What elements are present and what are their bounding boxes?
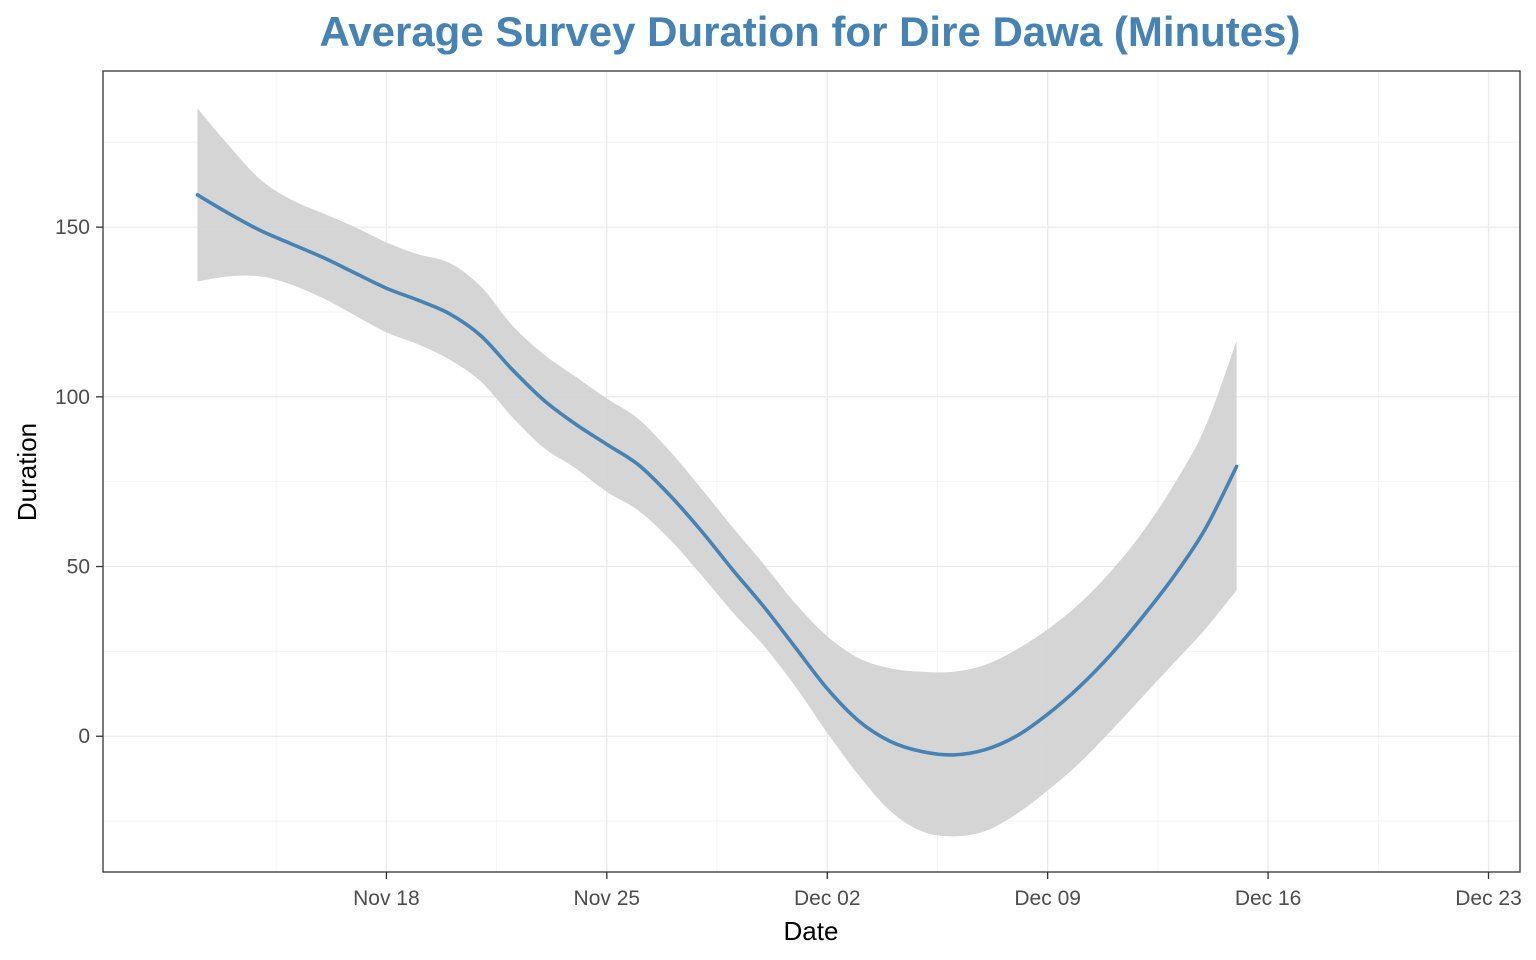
x-tick-label: Dec 23 [1455, 887, 1522, 910]
y-axis-title: Duration [12, 423, 42, 521]
y-tick-label: 50 [67, 556, 90, 579]
y-tick-label: 150 [55, 216, 90, 239]
confidence-band-layer [197, 108, 1237, 837]
y-axis-ticks: 0 50 100 150 [55, 216, 103, 748]
trend-line [195, 193, 1239, 757]
x-tick-label: Nov 18 [353, 887, 420, 910]
chart-title: Average Survey Duration for Dire Dawa (M… [319, 8, 1300, 55]
trend-line-layer [195, 193, 1239, 757]
grid [103, 71, 1520, 872]
x-axis-title: Date [784, 916, 839, 946]
x-axis-ticks: Nov 18 Nov 25 Dec 02 Dec 09 Dec 16 Dec 23 [353, 872, 1522, 910]
y-tick-label: 0 [78, 725, 90, 748]
y-tick-label: 100 [55, 386, 90, 409]
x-tick-label: Dec 09 [1014, 887, 1081, 910]
x-tick-label: Nov 25 [574, 887, 641, 910]
confidence-band [197, 108, 1237, 837]
x-tick-label: Dec 16 [1235, 887, 1302, 910]
x-tick-label: Dec 02 [794, 887, 861, 910]
panel-border [102, 70, 1521, 873]
